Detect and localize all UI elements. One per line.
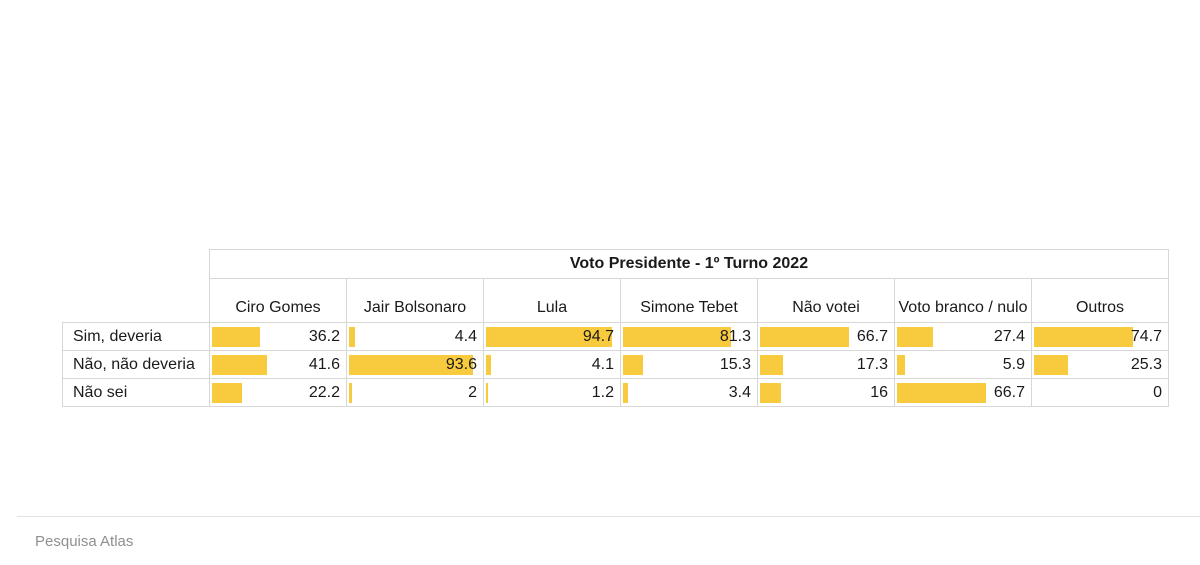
value-cell: 5.9	[894, 350, 1032, 379]
value-cell: 4.4	[346, 322, 484, 351]
value-label: 15.3	[719, 356, 751, 373]
value-label: 2	[468, 384, 477, 401]
value-bar	[623, 355, 644, 375]
value-label: 0	[1153, 384, 1162, 401]
value-cell: 27.4	[894, 322, 1032, 351]
value-cell: 94.7	[483, 322, 621, 351]
value-bar	[760, 327, 849, 347]
value-bar	[486, 355, 492, 375]
row-label: Não sei	[62, 378, 210, 407]
value-label: 25.3	[1130, 356, 1162, 373]
value-bar	[486, 327, 612, 347]
value-cell: 66.7	[894, 378, 1032, 407]
column-header: Ciro Gomes	[209, 278, 347, 323]
value-cell: 74.7	[1031, 322, 1169, 351]
value-cell: 3.4	[620, 378, 758, 407]
value-bar	[760, 383, 782, 403]
column-header: Não votei	[757, 278, 895, 323]
value-cell: 17.3	[757, 350, 895, 379]
value-bar	[212, 355, 268, 375]
value-label: 36.2	[308, 328, 340, 345]
value-label: 93.6	[445, 356, 477, 373]
data-table-container: Voto Presidente - 1º Turno 2022 Ciro Gom…	[62, 249, 1169, 407]
table-row: Não sei 22.2 2 1.2 3.4 16 66.7 0	[62, 378, 1169, 407]
value-bar	[1034, 355, 1068, 375]
column-header: Lula	[483, 278, 621, 323]
table-row: Sim, deveria 36.2 4.4 94.7 81.3 66.7 27.4 74.7	[62, 322, 1169, 351]
value-label: 5.9	[1002, 356, 1025, 373]
corner-blank-2	[63, 279, 210, 323]
table-row: Não, não deveria 41.6 93.6 4.1 15.3 17.3 5.9 25…	[62, 350, 1169, 379]
value-cell: 0	[1031, 378, 1169, 407]
value-label: 1.2	[591, 384, 614, 401]
value-bar	[760, 355, 783, 375]
value-bar	[349, 355, 474, 375]
value-bar	[897, 383, 986, 403]
source-label: Pesquisa Atlas	[35, 533, 134, 550]
value-bar	[349, 383, 352, 403]
value-label: 3.4	[728, 384, 751, 401]
value-bar	[486, 383, 488, 403]
data-table: Voto Presidente - 1º Turno 2022 Ciro Gom…	[62, 249, 1169, 407]
value-label: 74.7	[1130, 328, 1162, 345]
value-bar	[349, 327, 355, 347]
value-cell: 22.2	[209, 378, 347, 407]
value-bar	[1034, 327, 1134, 347]
value-cell: 4.1	[483, 350, 621, 379]
value-label: 16	[870, 384, 888, 401]
value-bar	[212, 383, 242, 403]
column-header: Simone Tebet	[620, 278, 758, 323]
value-label: 4.1	[591, 356, 614, 373]
value-cell: 1.2	[483, 378, 621, 407]
table-title: Voto Presidente - 1º Turno 2022	[209, 249, 1169, 279]
value-label: 17.3	[856, 356, 888, 373]
value-cell: 16	[757, 378, 895, 407]
column-header: Voto branco / nulo	[894, 278, 1032, 323]
value-bar	[897, 327, 934, 347]
value-bar	[897, 355, 905, 375]
footer-divider	[17, 516, 1200, 517]
corner-blank	[63, 250, 210, 279]
value-label: 22.2	[308, 384, 340, 401]
value-label: 94.7	[582, 328, 614, 345]
value-label: 4.4	[454, 328, 477, 345]
value-bar	[623, 327, 732, 347]
value-cell: 81.3	[620, 322, 758, 351]
value-label: 66.7	[856, 328, 888, 345]
value-cell: 2	[346, 378, 484, 407]
row-label: Não, não deveria	[62, 350, 210, 379]
value-bar	[212, 327, 261, 347]
column-header: Outros	[1031, 278, 1169, 323]
value-cell: 25.3	[1031, 350, 1169, 379]
value-bar	[623, 383, 628, 403]
column-header: Jair Bolsonaro	[346, 278, 484, 323]
value-cell: 15.3	[620, 350, 758, 379]
value-cell: 93.6	[346, 350, 484, 379]
value-label: 81.3	[719, 328, 751, 345]
value-label: 66.7	[993, 384, 1025, 401]
value-cell: 36.2	[209, 322, 347, 351]
row-label: Sim, deveria	[62, 322, 210, 351]
value-cell: 66.7	[757, 322, 895, 351]
value-cell: 41.6	[209, 350, 347, 379]
value-label: 41.6	[308, 356, 340, 373]
value-label: 27.4	[993, 328, 1025, 345]
